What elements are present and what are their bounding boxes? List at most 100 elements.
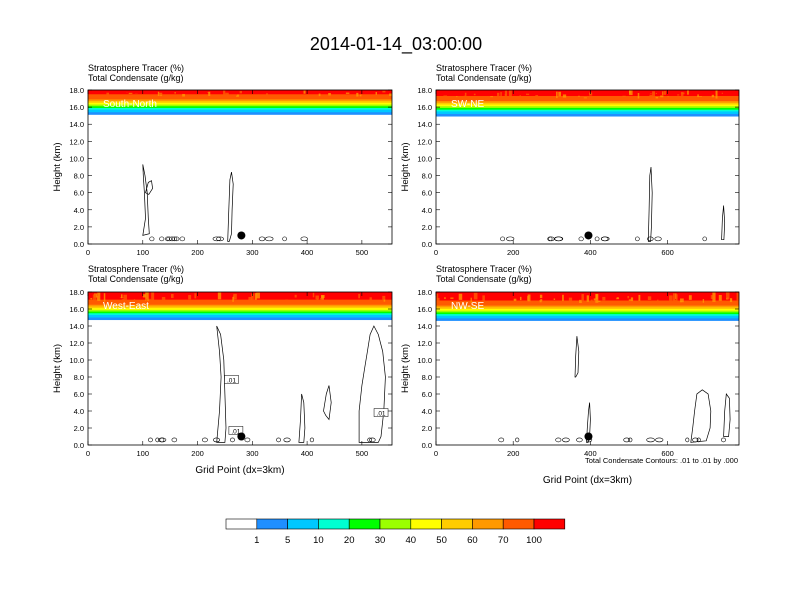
tracer-streak xyxy=(660,95,664,98)
condensate-cell xyxy=(230,437,235,443)
tracer-streak xyxy=(497,92,500,99)
panel-header-line2: Total Condensate (g/kg) xyxy=(88,73,184,83)
x-tick-label: 200 xyxy=(507,248,520,257)
tracer-layer-5 xyxy=(436,309,739,313)
y-axis-label: Height (km) xyxy=(52,344,63,393)
tracer-layer-7 xyxy=(88,304,392,309)
y-tick-label: 0.0 xyxy=(74,240,84,249)
condensate-cell xyxy=(547,236,553,242)
tracer-streak xyxy=(389,93,392,97)
tracer-layer-9 xyxy=(436,94,739,102)
condensate-cell xyxy=(646,437,655,443)
tracer-streak xyxy=(358,293,361,299)
tracer-layer-4 xyxy=(436,106,739,110)
panel-label: West-East xyxy=(103,301,149,312)
tracer-layer-9 xyxy=(88,297,392,305)
tracer-layer-9 xyxy=(436,298,739,306)
condensate-cell xyxy=(562,437,570,443)
y-tick-label: 14.0 xyxy=(417,120,432,129)
x-tick-label: 200 xyxy=(191,248,204,257)
tracer-streak xyxy=(121,299,125,302)
condensate-cell xyxy=(171,236,178,242)
x-tick-label: 400 xyxy=(584,449,597,458)
tracer-streak xyxy=(443,95,448,98)
condensate-cell xyxy=(369,437,376,443)
tracer-streak xyxy=(120,294,123,299)
plot-frame xyxy=(435,89,740,245)
colorbar-label: 100 xyxy=(526,535,542,546)
condensate-cell xyxy=(213,437,221,443)
tracer-streak xyxy=(251,293,254,301)
tracer-streak xyxy=(500,92,502,98)
y-tick-label: 4.0 xyxy=(422,407,432,416)
tracer-streak xyxy=(527,294,531,302)
condensate-cell xyxy=(654,236,662,242)
tracer-streak xyxy=(188,295,192,300)
y-tick-label: 2.0 xyxy=(422,223,432,232)
condensate-cell xyxy=(149,236,155,242)
tracer-streak xyxy=(320,298,323,300)
x-axis-label: Grid Point (dx=3km) xyxy=(543,475,632,486)
tracer-streak xyxy=(239,90,242,94)
tracer-streak xyxy=(158,92,163,96)
colorbar-label: 70 xyxy=(498,535,509,546)
y-tick-label: 0.0 xyxy=(422,240,432,249)
condensate-cell xyxy=(166,236,172,242)
x-axis-label: Grid Point (dx=3km) xyxy=(195,465,284,476)
y-tick-label: 10.0 xyxy=(69,154,84,163)
tracer-streak xyxy=(568,297,573,302)
condensate-cell xyxy=(244,437,251,443)
condensate-contour xyxy=(586,402,591,443)
y-tick-label: 2.0 xyxy=(422,424,432,433)
y-tick-label: 6.0 xyxy=(422,189,432,198)
tracer-layer-2 xyxy=(88,313,392,318)
tracer-streak xyxy=(697,94,699,98)
tracer-streak xyxy=(589,92,593,96)
tracer-streak xyxy=(318,93,321,97)
x-tick-label: 100 xyxy=(137,449,150,458)
tracer-streak xyxy=(637,93,640,99)
tracer-streak xyxy=(647,296,652,300)
tracer-streak xyxy=(579,299,582,304)
y-tick-label: 4.0 xyxy=(74,206,84,215)
y-tick-label: 6.0 xyxy=(74,390,84,399)
y-tick-label: 2.0 xyxy=(74,223,84,232)
tracer-layer-9 xyxy=(88,92,392,100)
x-tick-label: 600 xyxy=(661,248,674,257)
tracer-streak xyxy=(312,292,315,298)
tracer-streak xyxy=(630,301,634,303)
tracer-streak xyxy=(508,90,512,98)
tracer-streak xyxy=(718,294,722,301)
x-tick-label: 0 xyxy=(86,449,90,458)
tracer-layer-6 xyxy=(88,101,392,105)
tracer-streak xyxy=(662,91,664,96)
panel-header-line1: Stratosphere Tracer (%) xyxy=(88,264,184,274)
condensate-cell xyxy=(148,437,153,443)
x-tick-label: 0 xyxy=(86,248,90,257)
condensate-contour xyxy=(142,164,150,236)
tracer-streak xyxy=(145,299,148,302)
condensate-cell xyxy=(159,236,165,242)
colorbar-swatch-8 xyxy=(441,518,473,530)
tracer-streak xyxy=(602,296,606,301)
y-tick-label: 18.0 xyxy=(69,288,84,297)
y-tick-label: 14.0 xyxy=(417,322,432,331)
y-tick-label: 14.0 xyxy=(69,322,84,331)
y-tick-label: 8.0 xyxy=(74,172,84,181)
y-tick-label: 14.0 xyxy=(69,120,84,129)
tracer-streak xyxy=(225,92,229,96)
condensate-cell xyxy=(201,437,208,443)
tracer-streak xyxy=(586,295,590,302)
y-axis-label: Height (km) xyxy=(52,142,63,191)
x-tick-label: 300 xyxy=(246,248,259,257)
condensate-contour xyxy=(323,385,332,421)
x-tick-label: 0 xyxy=(434,248,438,257)
y-axis-label: Height (km) xyxy=(400,142,411,191)
tracer-streak xyxy=(463,95,466,97)
tracer-streak xyxy=(444,297,446,299)
tracer-streak xyxy=(359,94,362,97)
colorbar-swatch-1 xyxy=(225,518,258,530)
tracer-streak xyxy=(256,292,260,299)
tracer-streak xyxy=(383,299,386,302)
tracer-layer-2 xyxy=(436,314,739,319)
